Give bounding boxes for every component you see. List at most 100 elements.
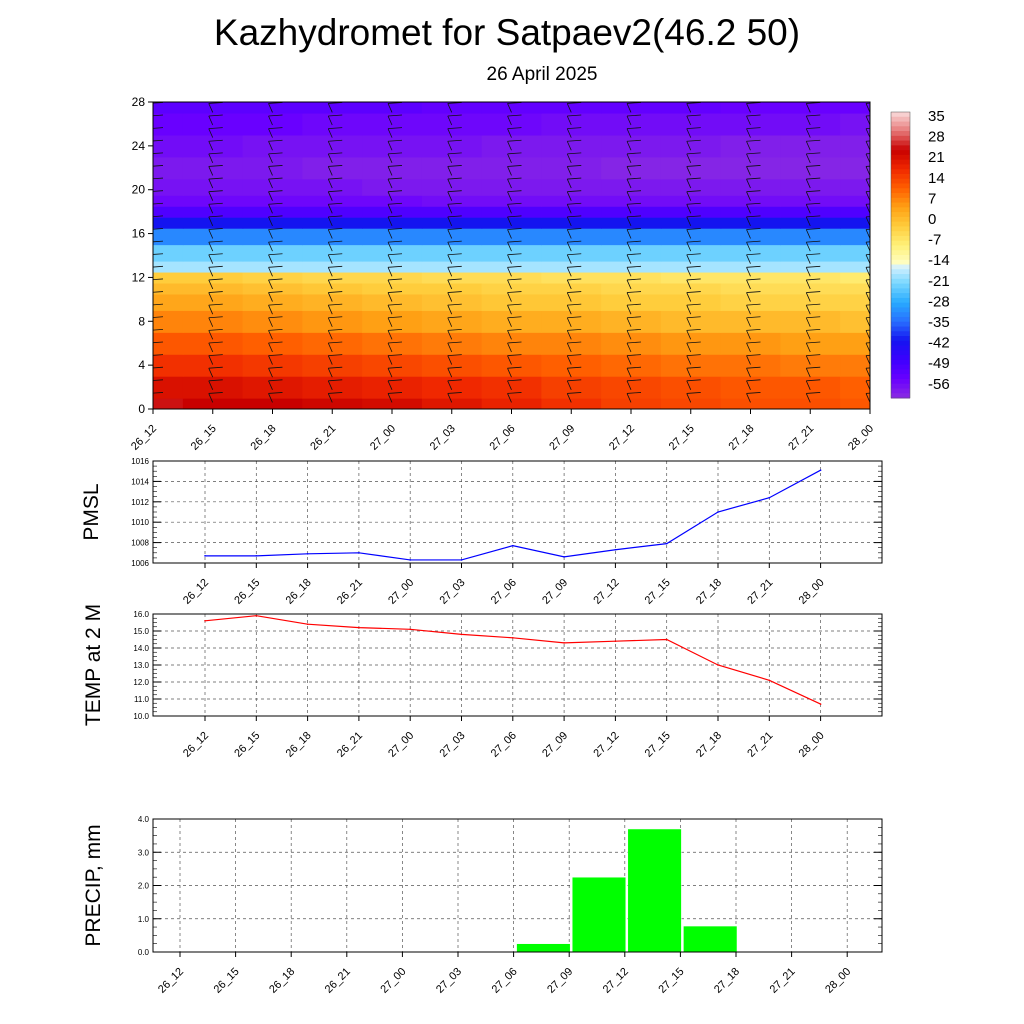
temperature-cell	[481, 332, 542, 355]
wind-barb	[268, 328, 283, 340]
temperature-cell	[153, 134, 184, 158]
wind-barb	[208, 253, 223, 264]
temperature-cell	[840, 228, 870, 246]
wind-barb	[626, 228, 642, 239]
wind-barb	[865, 254, 870, 264]
colorbar-segment	[891, 336, 910, 342]
x-tick-label: 27_21	[768, 966, 798, 996]
wind-barb	[746, 303, 761, 315]
data-point	[819, 469, 822, 471]
colorbar-segment	[891, 169, 910, 175]
wind-barb	[746, 291, 761, 302]
temperature-cell	[601, 134, 662, 158]
x-tick-label: 27_15	[643, 577, 673, 607]
x-tick-label: 26_15	[232, 577, 262, 607]
colorbar: 35 28 21 14 7 0 -7 -14 -21 -28 -35 -42 -49 -56	[890, 108, 950, 399]
temperature-cell	[601, 102, 662, 114]
x-tick-label: 26_21	[308, 423, 338, 453]
wind-barb	[566, 316, 582, 327]
wind-barb	[865, 304, 870, 315]
x-tick-label: 26_21	[335, 577, 365, 607]
wind-barb	[626, 328, 642, 340]
wind-barb	[327, 228, 343, 239]
wind-barb	[686, 291, 701, 302]
temperature-cell	[153, 260, 184, 273]
wind-barb	[626, 291, 642, 302]
wind-barb	[805, 240, 821, 252]
wind-barb	[626, 152, 642, 164]
wind-barb	[208, 328, 223, 340]
temperature-cell	[302, 310, 363, 333]
wind-barb	[626, 114, 642, 126]
colorbar-segment	[891, 274, 910, 280]
wind-barb	[447, 215, 462, 227]
temperature-cell	[302, 112, 363, 136]
wind-barb	[268, 190, 283, 201]
temperature-cell	[182, 398, 244, 409]
colorbar-segment	[891, 112, 910, 118]
temperature-cell	[541, 398, 602, 409]
y-axis-label: PMSL	[80, 483, 103, 540]
temperature-cell	[153, 217, 184, 229]
temperature-cell	[362, 112, 423, 136]
colorbar-segment	[891, 121, 910, 127]
wind-barb	[507, 177, 522, 189]
wind-barb	[153, 366, 164, 378]
temperature-cell	[421, 217, 483, 229]
colorbar-segment	[891, 150, 910, 156]
temperature-cell	[302, 156, 363, 180]
wind-barb	[387, 215, 403, 227]
x-tick-label: 27_12	[591, 730, 621, 760]
wind-barb	[566, 379, 582, 390]
temperature-cell	[660, 102, 722, 114]
temperature-cell	[302, 102, 363, 114]
wind-barb	[566, 328, 582, 340]
colorbar-segment	[891, 140, 910, 146]
wind-barb	[686, 253, 701, 264]
wind-barb	[566, 114, 582, 126]
wind-barb	[686, 328, 701, 340]
wind-barb	[268, 202, 283, 214]
temperature-cell	[182, 156, 244, 180]
chart-title: Kazhydromet for Satpaev2(46.2 50)	[213, 12, 801, 53]
wind-barb	[746, 152, 761, 164]
wind-barb	[746, 253, 761, 264]
wind-barb	[686, 354, 701, 365]
temperature-cell	[780, 332, 841, 355]
wind-barb	[208, 366, 223, 378]
temperature-cell	[182, 376, 244, 399]
data-point	[717, 664, 719, 666]
wind-barb	[327, 165, 343, 176]
wind-barb	[208, 139, 223, 151]
y-tick-label: 14.0	[133, 644, 149, 653]
wind-barb	[327, 102, 343, 113]
wind-barb	[153, 152, 164, 163]
wind-barb	[686, 102, 701, 113]
wind-barb	[566, 102, 582, 113]
wind-barb	[208, 152, 223, 164]
colorbar-segment	[891, 350, 910, 356]
temperature-cell	[840, 354, 870, 377]
wind-barb	[805, 253, 821, 264]
temperature-cell	[182, 332, 244, 355]
wind-barb	[686, 366, 701, 378]
colorbar-segment	[891, 302, 910, 308]
temperature-cell	[242, 271, 303, 284]
wind-barb	[153, 341, 164, 352]
temperature-cell	[840, 271, 870, 284]
wind-barb	[566, 240, 582, 252]
x-tick-label: 27_18	[712, 966, 742, 996]
wind-barb	[153, 354, 164, 365]
wind-barb	[208, 177, 223, 189]
temperature-cell	[362, 398, 423, 409]
wind-barb	[805, 328, 821, 340]
colorbar-segment	[891, 193, 910, 199]
temperature-cell	[541, 156, 602, 180]
data-point	[717, 511, 719, 513]
temperature-cell	[660, 332, 722, 355]
x-tick-label: 27_03	[438, 730, 468, 760]
temperature-cell	[362, 178, 423, 196]
wind-barb	[805, 278, 821, 290]
temperature-cell	[481, 206, 542, 218]
x-tick-label: 27_15	[656, 966, 686, 996]
